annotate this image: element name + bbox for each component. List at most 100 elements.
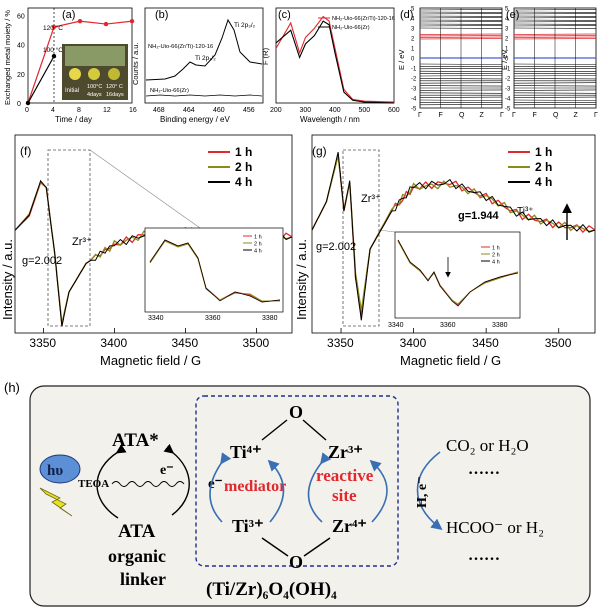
panel-g-xticks: 3350 3400 3450 3500 [327,328,572,350]
band-ytick: 1 [411,47,415,53]
panel-f-zr-label: Zr³⁺ [72,236,92,248]
band-xtick: Γ [500,112,504,119]
panel-a-xticks: 0 4 8 12 16 [25,107,137,114]
panel-h-cluster-box [195,395,399,567]
panel-c-legend-2: NH₂-Uio-66(Zr) [332,25,370,31]
panel-b-xtick: 456 [243,107,255,114]
panel-f-legend: 1 h2 h4 h [208,145,252,189]
panel-a: (a) Exchanged metal moiety / % Time / da… [3,7,137,124]
ata-return-arrow [163,443,190,516]
panel-a-series [25,18,135,106]
band-ytick: -1 [411,67,417,73]
panel-f-zoom-line [89,149,201,229]
panel-h: (h) hυ ATA* TEOA e⁻ ATA organic linker O… [4,380,591,607]
band-ytick: 1 [505,47,509,53]
panel-f-tag: (f) [20,144,31,158]
panel-g-inset-trace-3 [397,239,519,307]
ti3-label: Ti³⁺ [232,516,264,536]
band-ytick: 4 [505,17,509,23]
epr-xtick: 3350 [29,336,56,350]
zr3-label: Zr³⁺ [328,442,363,462]
panel-a-xtick: 12 [103,107,111,114]
linker-label: linker [120,569,166,589]
epr-inset-legend-label: 1 h [492,246,500,252]
epr-xtick: 3500 [545,336,572,350]
panel-g-ylabel: Intensity / a.u. [294,239,309,320]
band-xtick: F [439,112,443,119]
panel-a-ytick: 40 [17,43,25,50]
band-xtick: Γ [418,112,422,119]
panel-f-inset-trace-2 [149,240,280,302]
panel-a-point [51,24,57,30]
panel-f-inset-trace-3 [149,239,281,303]
panel-b-label-top: NH₂-Uio-66(Zr/Ti)-120-16 [148,44,213,50]
epr-xtick: 3400 [400,336,427,350]
h-e-label: H, e⁻ [415,477,430,509]
panel-a-ytick: 0 [17,101,21,108]
epr-inset-legend-label: 1 h [254,235,262,241]
panel-f-xlabel: Magnetic field / G [100,353,201,368]
panel-g-inset-legend: 1 h2 h4 h [481,246,500,266]
epr-xtick: 3500 [242,336,269,350]
panel-a-series-line [27,55,55,104]
sample-initial [69,68,81,80]
band-ytick: 0 [411,57,415,63]
panel-g-frame [311,134,596,334]
band-ytick: -1 [505,67,511,73]
panel-f: (f) Intensity / a.u. Magnetic field / G … [0,134,293,368]
epr-series-line [311,151,596,321]
band-ytick: -4 [411,97,417,103]
panel-b-trace-zrti [145,18,263,81]
epr-xtick: 3400 [100,336,127,350]
band-xtick: Q [553,112,559,119]
panel-b-frame [144,7,264,104]
panel-g-legend: 1 h2 h4 h [508,145,552,189]
panel-b-label-bottom: NH₂-Uio-66(Zr) [150,88,189,94]
panel-a-ann-100: 100 °C [43,46,63,54]
panel-c-series-line [275,15,395,103]
panel-g-series [311,151,596,321]
panel-e-yticks: 5 4 3 2 1 0 -1 -2 -3 -4 -5 [505,7,511,113]
panel-g-zr-label: Zr³⁺ [361,193,381,205]
epr-legend-label: 4 h [535,175,552,189]
bond-o-zr-bottom [303,537,331,557]
ti4-label: Ti⁴⁺ [230,442,262,462]
panel-h-tag: (h) [4,380,20,395]
panel-f-g-label: g=2.002 [22,255,62,267]
reactive-label: reactive [316,466,374,485]
panel-f-frame [14,134,293,334]
band-ytick: 5 [411,7,415,13]
panel-b-xtick: 468 [153,107,165,114]
epr-inset-legend-label: 2 h [254,242,262,248]
panel-b-xlabel: Binding energy / eV [160,115,230,124]
panel-b-peak2: Ti 2p₃/₂ [234,22,256,29]
zr4-label: Zr⁴⁺ [332,516,367,536]
panel-c-xlabel: Wavelength / nm [300,115,360,124]
band-ytick: -5 [411,107,417,113]
panel-a-ytick: 60 [17,13,25,20]
panel-g-zoom-line [378,229,396,233]
organic-label: organic [108,546,166,566]
band-ytick: 0 [505,57,509,63]
panel-c-xtick: 200 [270,107,282,114]
ata-excitation-arrow [96,444,127,519]
panel-c-xtick: 400 [329,107,341,114]
oxygen-bottom-label: O [289,552,303,572]
panel-a-point [25,100,31,106]
panel-a-point [77,18,83,24]
panel-c-series [275,15,395,104]
photo-vials [65,46,125,66]
photo-label-120c: 120° C [106,84,123,90]
band-ytick: -2 [411,77,417,83]
panel-c-tag: (c) [278,9,291,21]
panel-d-bands [419,8,503,108]
band-ytick: -5 [505,107,511,113]
panel-a-ytick: 20 [17,72,25,79]
panel-b-peak1: Ti 2p₁/₂ [195,55,216,62]
epr-legend-label: 1 h [235,145,252,159]
panel-a-point [51,54,57,59]
panel-h-background [29,385,591,607]
